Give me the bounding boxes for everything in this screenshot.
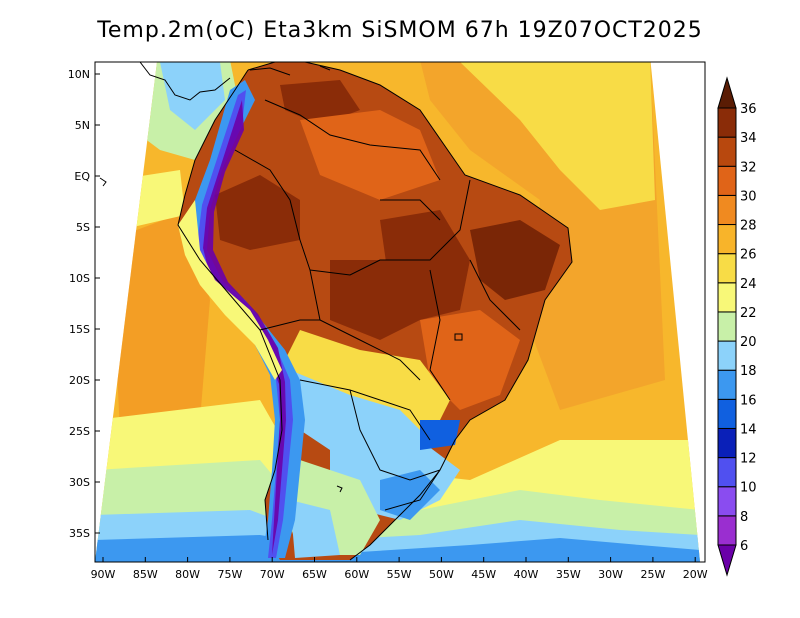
longitude-tick-label: 25W	[640, 568, 665, 581]
colorbar-tick-label: 10	[740, 481, 757, 496]
colorbar-swatch	[717, 457, 737, 488]
colorbar-swatch	[717, 486, 737, 517]
orange-southeast	[420, 310, 520, 410]
longitude-tick-label: 85W	[133, 568, 158, 581]
latitude-tick-label: 15S	[69, 323, 90, 336]
land-blue-serra	[420, 420, 460, 450]
latitude-tick-label: 5N	[75, 119, 90, 132]
longitude-tick-label: 75W	[217, 568, 242, 581]
colorbar-tick-label: 24	[740, 277, 757, 292]
map-title: Temp.2m(oC) Eta3km SiSMOM 67h 19Z07OCT20…	[97, 18, 703, 43]
colorbar-min-triangle	[717, 544, 737, 577]
temperature-field	[95, 62, 700, 562]
colorbar-swatch	[717, 340, 737, 371]
longitude-tick-label: 45W	[471, 568, 496, 581]
latitude-tick-label: 10S	[69, 272, 90, 285]
colorbar-tick-label: 28	[740, 219, 757, 234]
colorbar-swatch	[717, 311, 737, 342]
colorbar-tick-label: 26	[740, 248, 757, 263]
latitude-ticks: 10N 5N EQ 5S 10S 15S 20S 25S 30S 35S	[68, 68, 100, 540]
colorbar-swatch	[717, 253, 737, 284]
longitude-tick-label: 40W	[514, 568, 539, 581]
hot-core-south	[330, 260, 420, 340]
longitude-tick-label: 20W	[683, 568, 708, 581]
hot-core-north	[280, 80, 360, 125]
orange-north	[300, 110, 440, 200]
longitude-tick-label: 55W	[387, 568, 412, 581]
colorbar-tick-label: 30	[740, 189, 757, 204]
longitude-tick-label: 35W	[556, 568, 581, 581]
pacific-warm-patch	[110, 210, 210, 430]
longitude-tick-label: 65W	[302, 568, 327, 581]
colorbar-swatch	[717, 224, 737, 255]
colorbar-tick-label: 22	[740, 306, 757, 321]
colorbar-swatch	[717, 107, 737, 138]
longitude-ticks: 90W 85W 80W 75W 70W 65W 60W 55W 50W 45W 40W 35W 30W 2…	[91, 557, 708, 581]
coast-yellow-strip	[178, 200, 282, 380]
latitude-tick-label: 10N	[68, 68, 90, 81]
colorbar-swatch	[717, 369, 737, 400]
colorbar-tick-label: 14	[740, 422, 757, 437]
colorbar-max-triangle	[717, 76, 737, 109]
latitude-tick-label: 25S	[69, 425, 90, 438]
colorbar-swatch	[717, 398, 737, 429]
colorbar-tick-label: 20	[740, 335, 757, 350]
caribbean-coastlines	[99, 62, 463, 493]
longitude-tick-label: 90W	[91, 568, 116, 581]
hot-core-east	[470, 220, 560, 300]
colorbar-swatch	[717, 165, 737, 196]
colorbar-tick-label: 34	[740, 131, 757, 146]
pacific-north-blue	[160, 62, 225, 130]
colorbar-swatch	[717, 515, 737, 546]
map-frame	[94, 61, 706, 563]
colorbar-tick-label: 6	[740, 539, 748, 554]
latitude-tick-label: 20S	[69, 374, 90, 387]
andes-purple	[203, 100, 286, 555]
latitude-tick-label: 30S	[69, 476, 90, 489]
longitude-tick-label: 60W	[344, 568, 369, 581]
colorbar-swatch	[717, 136, 737, 167]
colorbar: 6 8 10 12 14 16 18 20 22 24 26 28 30 32 34 36	[717, 76, 757, 577]
south-blue-band	[95, 535, 700, 562]
longitude-tick-label: 50W	[429, 568, 454, 581]
longitude-tick-label: 30W	[598, 568, 623, 581]
latitude-tick-label: 5S	[76, 221, 90, 234]
hot-core-west	[215, 175, 300, 250]
latitude-tick-label: EQ	[74, 170, 90, 183]
colorbar-tick-label: 16	[740, 393, 757, 408]
colorbar-tick-label: 8	[740, 510, 748, 525]
longitude-tick-label: 80W	[175, 568, 200, 581]
colorbar-tick-label: 36	[740, 102, 757, 117]
colorbar-swatch	[717, 282, 737, 313]
land-lightblue-patagonia	[290, 500, 340, 558]
latitude-tick-label: 35S	[69, 527, 90, 540]
colorbar-swatch	[717, 427, 737, 459]
colorbar-swatch	[717, 194, 737, 226]
colorbar-tick-label: 32	[740, 160, 757, 175]
longitude-tick-label: 70W	[260, 568, 285, 581]
colorbar-tick-label: 12	[740, 452, 757, 467]
colorbar-tick-label: 18	[740, 364, 757, 379]
country-borders	[177, 62, 573, 561]
atlantic-yellow-zone	[460, 62, 655, 210]
